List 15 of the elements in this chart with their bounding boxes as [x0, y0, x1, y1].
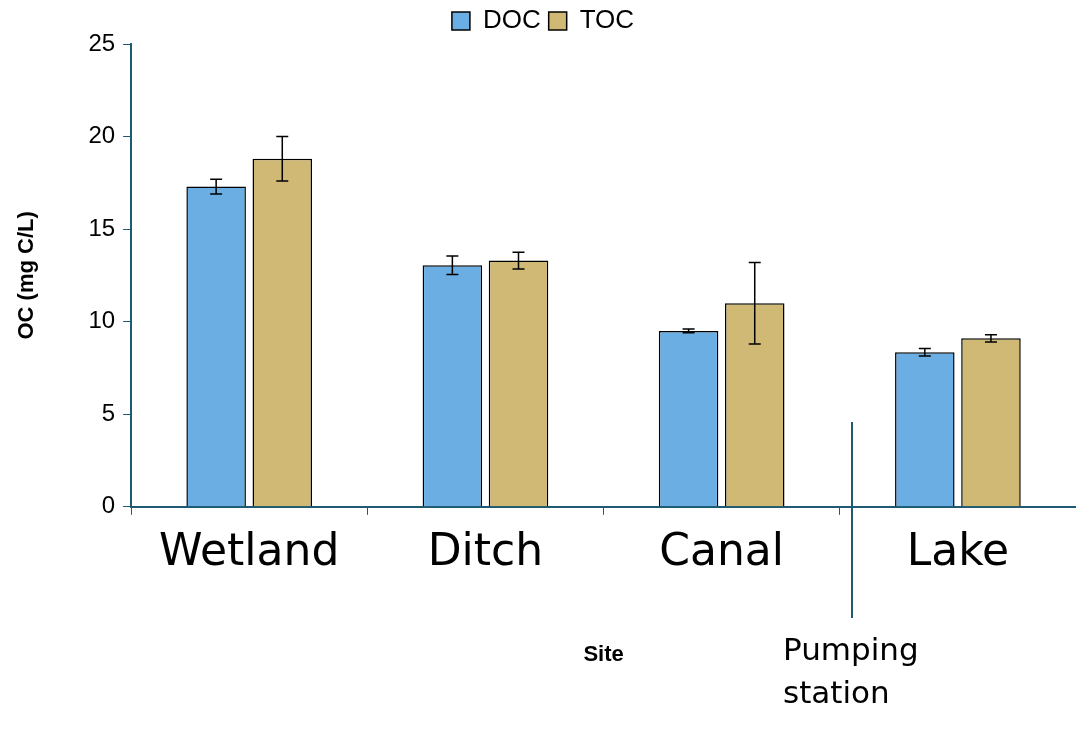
- y-tick-label: 10: [88, 306, 116, 334]
- y-tick-label: 25: [88, 28, 116, 56]
- text: Pumping station: [783, 630, 920, 713]
- legend-label: TOC: [579, 4, 635, 35]
- y-tick-label: 5: [101, 398, 116, 426]
- y-tick-label: 20: [88, 121, 116, 149]
- y-tick-label: 15: [88, 213, 116, 241]
- x-tick-label: Wetland: [159, 523, 340, 575]
- x-tick-label: Lake: [906, 523, 1010, 575]
- x-tick-label: Canal: [659, 523, 785, 575]
- y-axis-title: OC (mg C/L): [13, 211, 39, 340]
- y-tick-label: 0: [101, 491, 116, 519]
- x-tick-label: Ditch: [427, 523, 544, 575]
- x-axis-title: Site: [583, 640, 624, 666]
- legend-label: DOC: [482, 4, 541, 35]
